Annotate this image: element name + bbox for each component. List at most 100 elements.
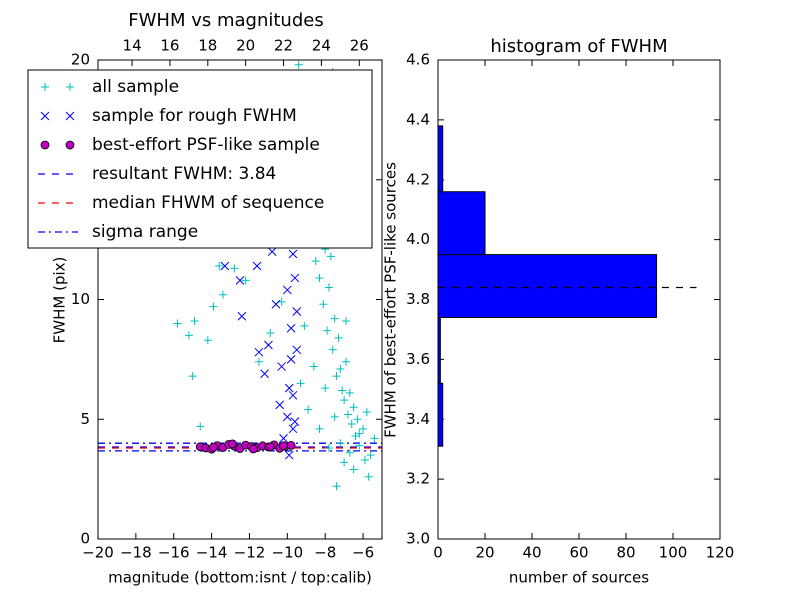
point <box>267 247 277 256</box>
x2-tick-label: 22 <box>274 37 293 55</box>
point <box>330 412 339 421</box>
legend-label: sample for rough FWHM <box>92 106 297 126</box>
point <box>304 405 313 414</box>
point <box>196 422 205 431</box>
point <box>296 379 305 388</box>
x-tick-label: 80 <box>616 544 635 562</box>
x-tick-label: −6 <box>352 544 374 562</box>
point <box>332 482 341 491</box>
point <box>366 451 375 460</box>
point <box>248 444 258 454</box>
point <box>265 442 275 452</box>
point <box>319 300 328 309</box>
point <box>349 465 358 474</box>
point <box>286 355 296 364</box>
point <box>324 283 333 292</box>
legend-marker <box>65 140 75 150</box>
legend-marker <box>40 111 50 121</box>
x2-tick-label: 18 <box>198 37 217 55</box>
y-tick-label: 4.2 <box>406 170 430 188</box>
point <box>347 420 356 429</box>
point <box>315 424 324 433</box>
bar <box>437 382 444 447</box>
point <box>315 273 324 282</box>
point <box>266 329 275 338</box>
point <box>326 252 335 261</box>
point <box>260 369 269 379</box>
point <box>349 403 358 412</box>
point <box>279 441 288 450</box>
point <box>288 390 298 400</box>
bar <box>437 125 444 193</box>
x-tick-label: −12 <box>234 544 266 562</box>
x-tick-label: 100 <box>659 544 688 562</box>
point <box>277 362 287 371</box>
bar <box>437 254 658 318</box>
point <box>184 331 193 340</box>
point <box>271 299 281 309</box>
x-tick-label: −18 <box>120 544 152 562</box>
point <box>220 261 230 271</box>
point <box>340 396 349 405</box>
point <box>323 326 332 335</box>
legend-label: all sample <box>92 77 179 97</box>
point <box>209 302 218 311</box>
bar <box>437 191 486 256</box>
point <box>215 261 224 270</box>
legend-marker <box>65 111 75 121</box>
point <box>275 400 285 410</box>
point <box>264 340 273 350</box>
point <box>340 458 349 467</box>
legend-label: median FHWM of sequence <box>92 193 324 213</box>
y-tick-label: 3.6 <box>406 350 430 368</box>
point <box>228 439 237 449</box>
x-tick-label: 60 <box>569 544 588 562</box>
point <box>254 357 263 366</box>
point <box>355 429 364 438</box>
frame <box>437 59 721 540</box>
x-tick-label: −14 <box>196 544 228 562</box>
point <box>364 472 373 481</box>
point <box>321 384 330 393</box>
frame <box>97 59 383 540</box>
point <box>279 434 288 443</box>
x-tick-label: −8 <box>314 544 336 562</box>
x2-tick-label: 16 <box>160 37 179 55</box>
x2-tick-label: 26 <box>350 37 369 55</box>
y-tick-label: 10 <box>71 290 90 308</box>
x2-tick-label: 24 <box>312 37 331 55</box>
point <box>294 60 303 69</box>
point <box>286 323 296 333</box>
x-tick-label: 0 <box>433 544 443 562</box>
x2-tick-label: 20 <box>236 37 255 55</box>
x-tick-label: −10 <box>272 544 304 562</box>
y-axis-label: FWHM (pix) <box>51 257 69 344</box>
y-tick-label: 3.0 <box>406 530 430 548</box>
legend-box <box>27 69 373 249</box>
y-tick-label: 20 <box>71 51 90 69</box>
point <box>328 345 337 354</box>
point <box>336 439 345 448</box>
point <box>284 383 294 393</box>
point <box>330 314 339 323</box>
x-tick-label: −20 <box>82 544 114 562</box>
legend-marker <box>40 140 50 150</box>
point <box>355 441 364 450</box>
y-tick-label: 4.6 <box>406 51 430 69</box>
y-tick-label: 5 <box>80 410 90 428</box>
point <box>173 319 182 328</box>
point <box>290 417 300 426</box>
point <box>309 362 318 371</box>
point <box>203 336 212 345</box>
point <box>300 321 309 330</box>
point <box>254 347 264 357</box>
y-tick-label: 3.4 <box>406 410 430 428</box>
point <box>292 307 302 316</box>
x2-tick-label: 14 <box>123 37 142 55</box>
point <box>292 345 302 355</box>
point <box>282 285 292 295</box>
legend-label: sigma range <box>92 222 198 242</box>
point <box>343 410 352 419</box>
